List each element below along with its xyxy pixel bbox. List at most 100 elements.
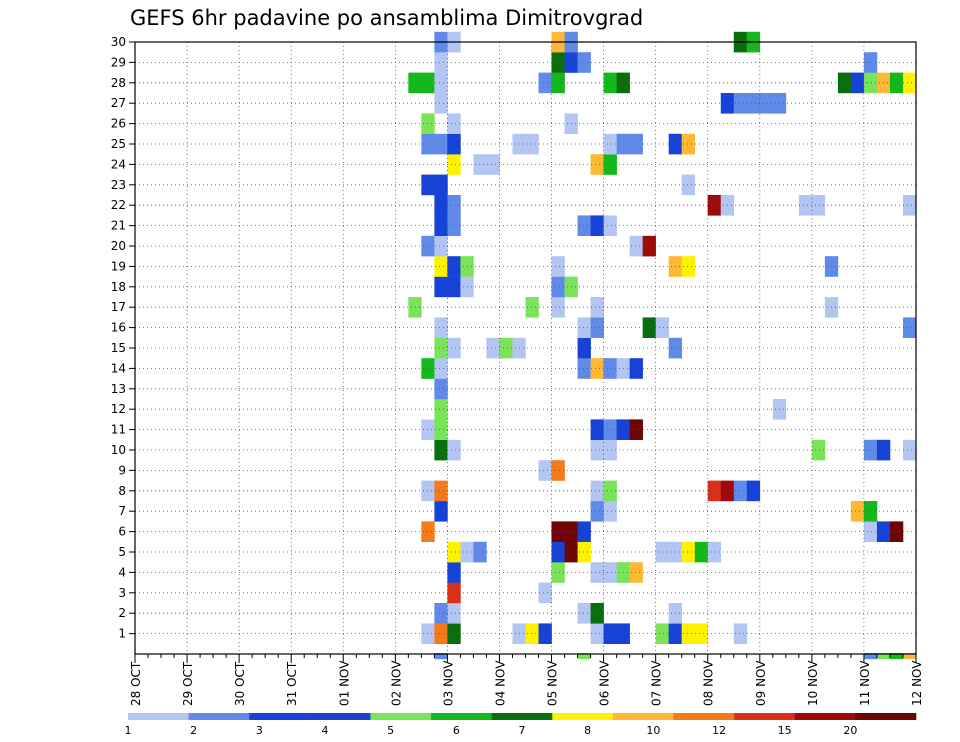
precip-cell: [681, 133, 696, 155]
precip-cell: [434, 174, 448, 196]
y-tick-label: 30: [111, 35, 126, 49]
precip-cell: [889, 653, 904, 660]
precip-cell: [551, 541, 565, 563]
colorbar-segment: [794, 713, 856, 720]
colorbar-label: 5: [387, 724, 394, 737]
precip-cell: [434, 276, 448, 298]
precip-cell: [850, 501, 865, 522]
precip-cell: [681, 623, 696, 644]
y-axis: 1234567891011121314151617181920212223242…: [111, 35, 135, 641]
precip-cell: [434, 480, 448, 502]
y-tick-label: 29: [111, 55, 126, 69]
precip-cell: [863, 501, 878, 522]
colorbar-segment: [612, 713, 674, 720]
precip-cell: [577, 215, 591, 236]
y-tick-label: 25: [111, 137, 126, 151]
precip-cell: [603, 419, 617, 440]
y-tick-label: 14: [111, 361, 126, 375]
precip-cell: [538, 460, 552, 481]
x-tick-label: 31 OCT: [285, 661, 299, 706]
precip-cell: [863, 653, 878, 660]
precip-cell: [902, 439, 917, 461]
precip-cell: [434, 501, 448, 522]
colorbar-label: 3: [256, 724, 263, 737]
precip-cell: [629, 562, 643, 583]
precip-cell: [681, 256, 696, 277]
precip-cell: [603, 72, 617, 94]
y-tick-label: 21: [111, 219, 126, 233]
precip-cell: [590, 297, 604, 318]
precip-cell: [655, 317, 669, 338]
colorbar-label: 10: [646, 724, 660, 737]
precip-cell: [551, 460, 565, 481]
precip-cell: [421, 623, 435, 644]
y-tick-label: 23: [111, 178, 126, 192]
colorbar-segment: [673, 713, 735, 720]
precip-cell: [421, 174, 435, 196]
precip-cell: [551, 276, 565, 298]
colorbar-segment: [734, 713, 796, 720]
precip-cell: [590, 317, 604, 338]
y-tick-label: 28: [111, 76, 126, 90]
precip-cell: [447, 113, 461, 134]
y-tick-label: 10: [111, 443, 126, 457]
x-tick-label: 30 OCT: [233, 661, 247, 706]
x-tick-label: 03 NOV: [441, 660, 455, 706]
precip-cell: [434, 52, 448, 73]
precip-cell: [603, 501, 617, 522]
precip-cell: [447, 541, 461, 563]
y-tick-label: 4: [118, 565, 126, 579]
chart-title: GEFS 6hr padavine po ansamblima Dimitrov…: [130, 6, 643, 30]
precip-cell: [811, 439, 826, 461]
precip-cell: [902, 317, 917, 338]
precip-cell: [642, 235, 656, 257]
colorbar-label: 2: [190, 724, 197, 737]
colorbar-label: 15: [778, 724, 792, 737]
precip-cell: [538, 582, 552, 604]
colorbar-label: 7: [519, 724, 526, 737]
precip-cell: [447, 215, 461, 236]
y-tick-label: 1: [118, 627, 126, 641]
precip-cell: [447, 337, 461, 359]
precip-cell: [421, 72, 435, 94]
precip-cell: [590, 439, 604, 461]
precip-cell: [590, 215, 604, 236]
y-tick-label: 27: [111, 96, 126, 110]
precip-cell: [694, 623, 709, 644]
x-axis: 28 OCT 29 OCT 30 OCT 31 OCT 01 NOV 02 NOV 03 N…: [129, 654, 924, 706]
precip-cell: [590, 562, 604, 583]
precip-cell: [447, 582, 461, 604]
precip-cell: [850, 72, 865, 94]
precip-cell: [577, 653, 591, 660]
precip-cell: [733, 93, 748, 114]
colorbar-segment: [188, 713, 250, 720]
precip-cell: [434, 215, 448, 236]
x-tick-label: 04 NOV: [493, 660, 507, 706]
precip-cell: [421, 358, 435, 379]
precip-cell: [603, 439, 617, 461]
colorbar-label: 12: [712, 724, 726, 737]
colorbar-segment: [491, 713, 553, 720]
precip-cell: [733, 480, 748, 502]
precip-cell: [434, 72, 448, 94]
precip-cell: [421, 521, 435, 542]
precip-cell: [525, 297, 539, 318]
precip-cell: [577, 541, 591, 563]
precip-cell: [434, 419, 448, 440]
data-cells: [408, 31, 917, 660]
precip-cell: [538, 72, 552, 94]
precip-cell: [577, 603, 591, 624]
precip-cell: [525, 623, 539, 644]
colorbar-segment: [855, 713, 917, 720]
y-tick-label: 18: [111, 280, 126, 294]
precip-cell: [434, 623, 448, 644]
precip-cell: [434, 378, 448, 400]
x-tick-label: 01 NOV: [337, 660, 351, 706]
precip-cell: [603, 562, 617, 583]
y-tick-label: 9: [118, 463, 126, 477]
x-tick-label: 07 NOV: [650, 660, 664, 706]
colorbar-label: 20: [843, 724, 857, 737]
precip-cell: [681, 174, 696, 196]
precip-cell: [551, 297, 565, 318]
